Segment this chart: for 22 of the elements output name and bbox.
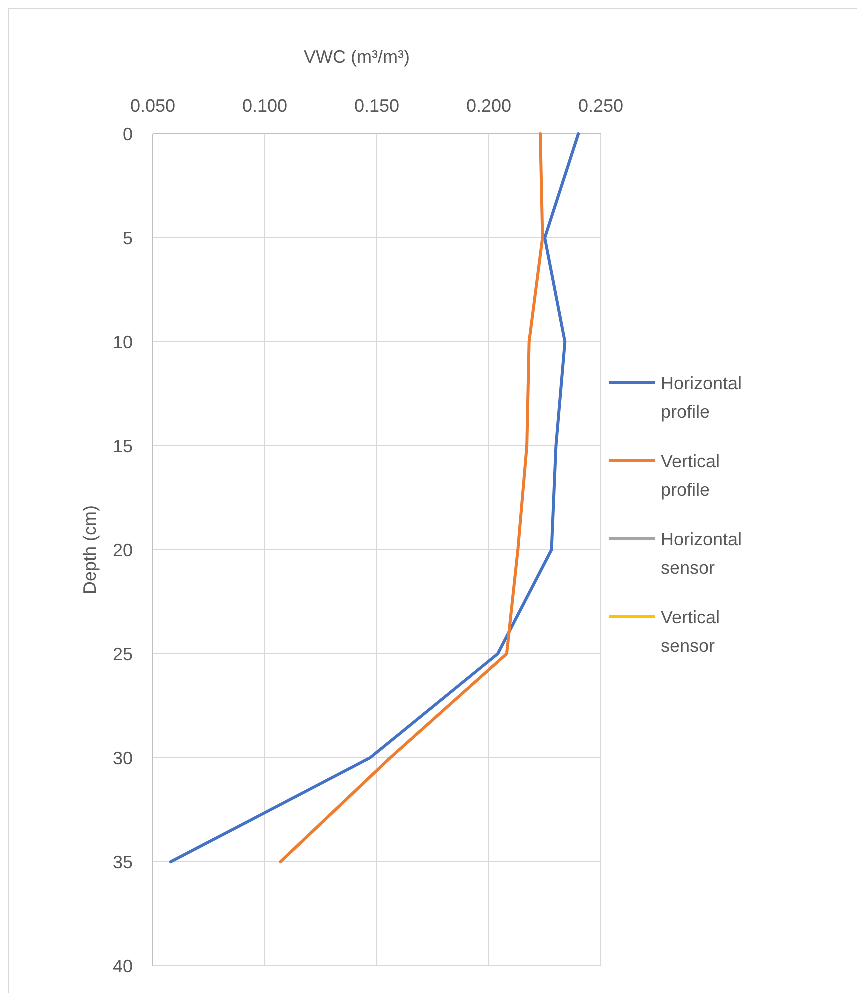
legend-label: Horizontal sensor (661, 529, 742, 578)
x-axis-title: VWC (m³/m³) (304, 47, 410, 67)
y-tick-label: 10 (112, 332, 133, 352)
y-tick-label: 15 (112, 436, 133, 456)
x-tick-label: 0.150 (354, 96, 400, 116)
legend-label: Horizontal profile (661, 373, 742, 422)
x-tick-label: 0.250 (578, 96, 624, 116)
y-tick-label: 0 (122, 124, 133, 144)
x-tick-label: 0.100 (242, 96, 288, 116)
y-tick-label: 25 (112, 644, 133, 664)
x-tick-label: 0.050 (130, 96, 176, 116)
y-tick-label: 5 (122, 228, 133, 248)
y-axis-title: Depth (cm) (80, 505, 100, 595)
y-tick-label: 20 (112, 540, 133, 560)
line-series (169, 132, 580, 864)
x-tick-label: 0.200 (466, 96, 512, 116)
legend-label: Vertical sensor (661, 607, 720, 656)
legend-label: Vertical profile (661, 451, 720, 500)
y-tick-label: 30 (112, 748, 133, 768)
line-series (279, 132, 544, 864)
y-tick-label: 40 (112, 956, 133, 976)
y-tick-label: 35 (112, 852, 133, 872)
